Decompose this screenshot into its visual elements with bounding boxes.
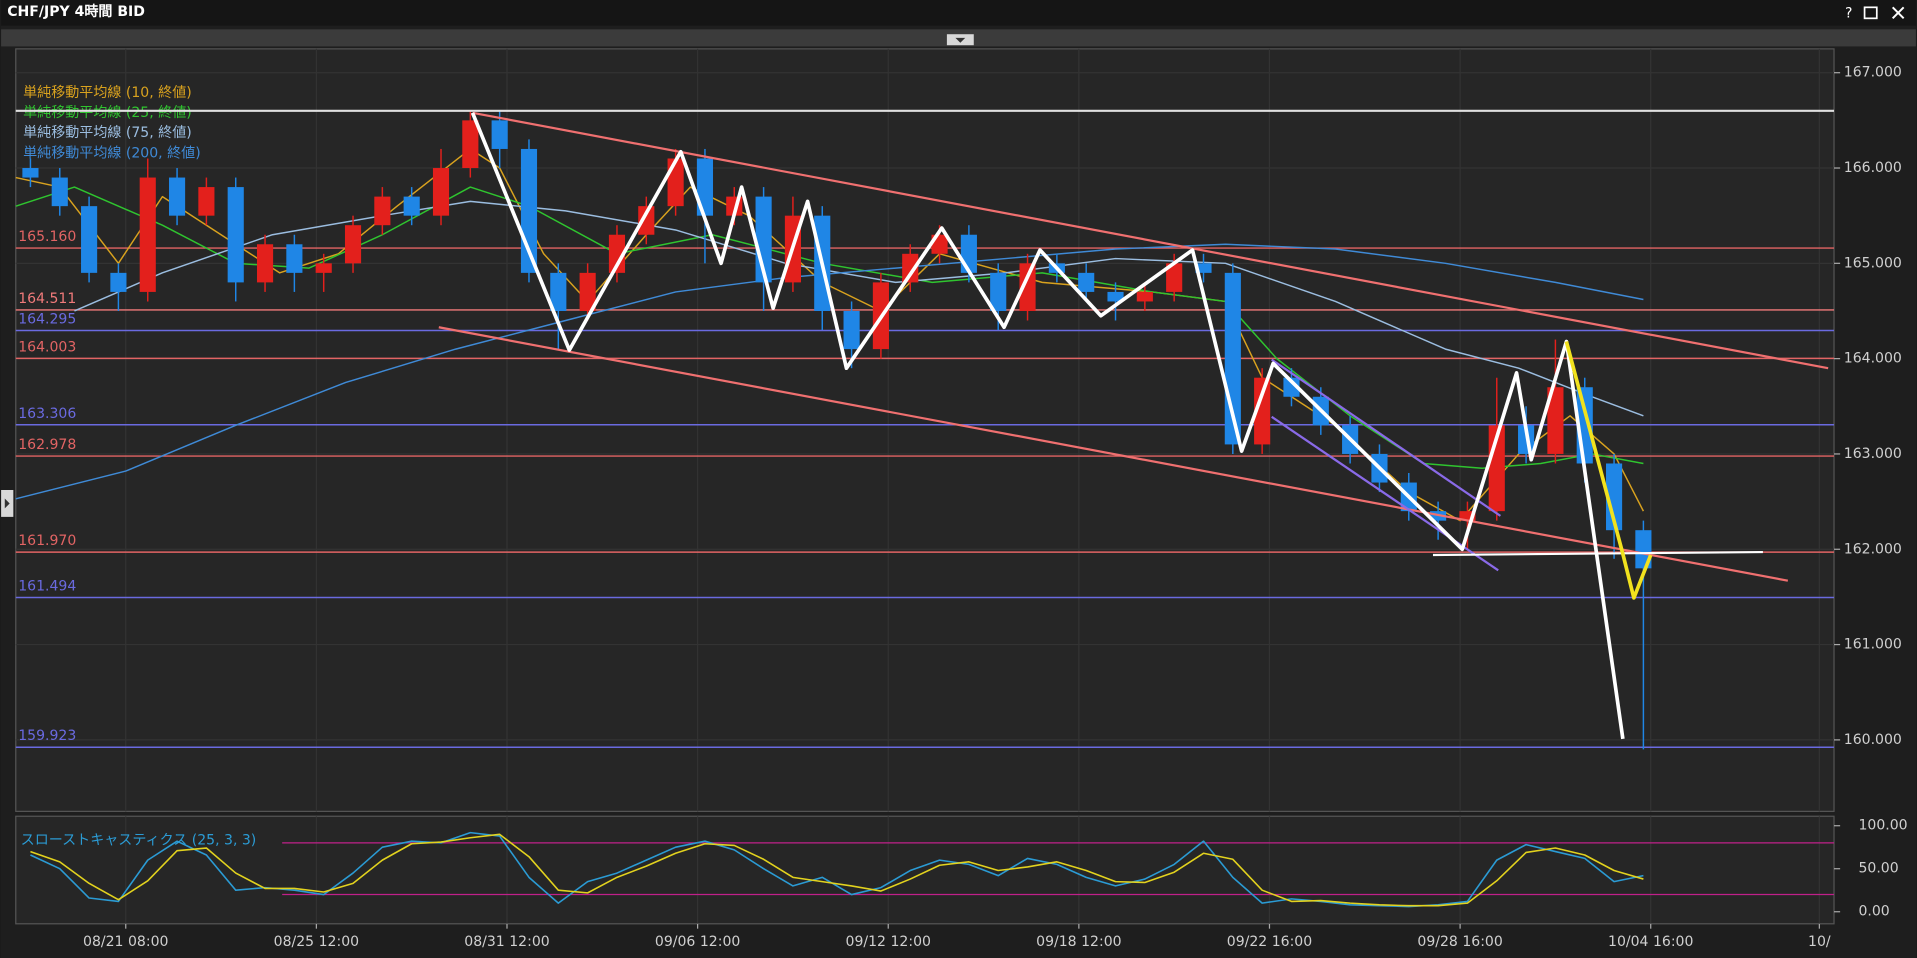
legend-entry: 単純移動平均線 (200, 終値) xyxy=(23,145,201,161)
trend-line xyxy=(1271,415,1499,572)
candle-body xyxy=(1254,377,1271,445)
window-title: CHF/JPY 4時間 BID xyxy=(7,3,145,20)
candle-body xyxy=(491,120,508,149)
y-tick-label: 50.00 xyxy=(1858,861,1898,877)
trend-line xyxy=(1271,358,1502,517)
level-label: 162.978 xyxy=(18,437,76,453)
legend-entry: 単純移動平均線 (10, 終値) xyxy=(23,85,192,101)
candle-body xyxy=(843,310,860,350)
candle-body xyxy=(550,272,567,311)
stochastic-line xyxy=(30,831,1644,908)
candle-body xyxy=(374,196,391,226)
candle-body xyxy=(256,244,274,283)
candle-body xyxy=(1606,463,1623,531)
x-tick-label: 10/04 16:00 xyxy=(1608,934,1693,950)
x-tick-label: 08/25 12:00 xyxy=(274,934,359,950)
candle-body xyxy=(432,168,450,216)
level-label: 161.970 xyxy=(18,533,76,549)
candle-body xyxy=(403,196,420,216)
moving-average-line xyxy=(15,243,1644,500)
toolbar-arrow xyxy=(955,37,966,43)
level-label: 165.160 xyxy=(18,229,76,245)
y-tick-label: 160.000 xyxy=(1844,732,1902,748)
candle-body xyxy=(462,120,479,169)
trend-line xyxy=(1564,341,1653,600)
candle-body xyxy=(608,234,626,273)
candle-body xyxy=(139,177,156,292)
trend-line xyxy=(438,326,1789,582)
close-button[interactable] xyxy=(1891,6,1905,20)
level-label: 164.295 xyxy=(18,312,76,328)
title-bar xyxy=(1,0,1916,26)
candle-body xyxy=(960,234,977,273)
legend-entry: 単純移動平均線 (75, 終値) xyxy=(23,125,192,141)
x-tick-label: 09/22 16:00 xyxy=(1227,934,1312,950)
moving-average-line xyxy=(74,200,1644,417)
y-tick-label: 162.000 xyxy=(1844,541,1902,557)
candle-body xyxy=(227,187,244,283)
candle-body xyxy=(315,263,332,273)
candle-body xyxy=(579,272,596,311)
candle-body xyxy=(110,272,127,292)
trend-line xyxy=(472,111,1829,370)
level-label: 164.003 xyxy=(18,339,76,355)
x-tick-label: 09/18 12:00 xyxy=(1036,934,1121,950)
x-tick-label: 09/28 16:00 xyxy=(1417,934,1502,950)
candle-body xyxy=(1019,263,1036,311)
x-tick-label: 08/31 12:00 xyxy=(464,934,549,950)
candle-body xyxy=(344,225,362,264)
candle-body xyxy=(1195,263,1212,273)
y-tick-label: 161.000 xyxy=(1844,637,1902,653)
x-tick-label: 10/ xyxy=(1808,934,1831,950)
candle-body xyxy=(1283,377,1300,397)
help-button[interactable]: ? xyxy=(1845,5,1852,21)
legend-entry: 単純移動平均線 (25, 終値) xyxy=(23,105,192,121)
y-tick-label: 164.000 xyxy=(1844,351,1902,367)
candle-body xyxy=(990,272,1007,311)
x-tick-label: 08/21 08:00 xyxy=(83,934,168,950)
candle-body xyxy=(1078,272,1095,292)
level-label: 161.494 xyxy=(18,578,76,594)
y-tick-label: 165.000 xyxy=(1844,255,1902,271)
candle-body xyxy=(1107,291,1124,302)
y-tick-label: 100.00 xyxy=(1858,818,1907,834)
candle-body xyxy=(1136,291,1153,302)
chart-layer: 160.000 161.000 162.000 163.000 164.000 165.0… xyxy=(15,48,1908,950)
candle-body xyxy=(1547,387,1564,454)
candle-body xyxy=(1166,263,1183,292)
level-label: 159.923 xyxy=(18,728,76,744)
y-tick-label: 166.000 xyxy=(1844,160,1902,176)
y-tick-label: 167.000 xyxy=(1844,65,1902,81)
side-arrow xyxy=(4,498,10,509)
candle-body xyxy=(198,187,215,216)
candle-body xyxy=(286,244,303,273)
candle-body xyxy=(696,158,714,216)
candle-body xyxy=(81,206,98,273)
y-tick-label: 0.00 xyxy=(1858,904,1889,920)
candle-body xyxy=(1459,511,1476,521)
trend-line xyxy=(470,112,1625,740)
y-tick-label: 163.000 xyxy=(1844,446,1902,462)
candle-body xyxy=(638,206,655,235)
x-tick-label: 09/12 12:00 xyxy=(846,934,931,950)
sub-plot xyxy=(15,815,1835,925)
level-label: 164.511 xyxy=(18,291,76,307)
candle-body xyxy=(51,177,68,207)
candle-body xyxy=(667,158,684,207)
level-label: 163.306 xyxy=(18,406,76,422)
indicator-title: スローストキャスティクス (25, 3, 3) xyxy=(21,833,257,849)
x-tick-label: 09/06 12:00 xyxy=(655,934,740,950)
stochastic-line xyxy=(30,833,1644,907)
candle-body xyxy=(169,177,186,216)
candle-body xyxy=(902,253,919,283)
maximize-button[interactable] xyxy=(1863,6,1878,20)
candle-body xyxy=(22,168,39,178)
